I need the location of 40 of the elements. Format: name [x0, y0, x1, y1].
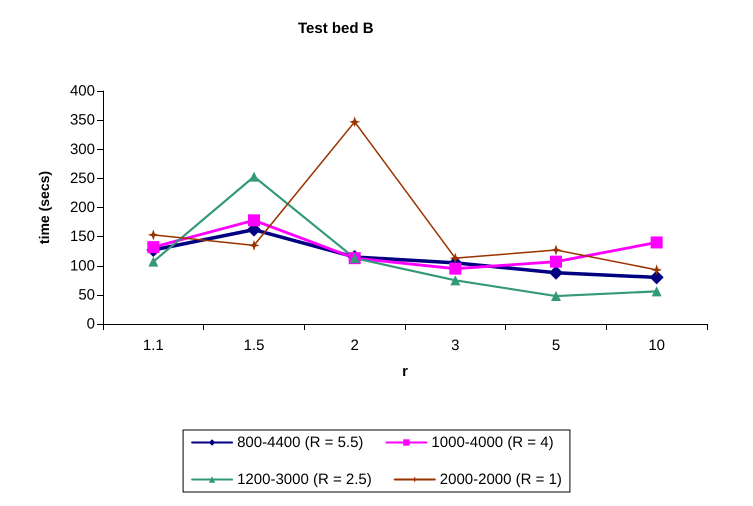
x-axis-title: r [402, 363, 408, 380]
x-tick-label: 5 [552, 337, 560, 354]
point [652, 286, 662, 296]
point [549, 266, 563, 280]
y-tick-label: 100 [70, 257, 95, 274]
point [349, 116, 360, 128]
point [148, 229, 159, 240]
point [550, 244, 562, 256]
x-tick-label: 2 [350, 337, 359, 354]
point [147, 241, 160, 254]
point [450, 275, 460, 286]
point [651, 264, 662, 276]
legend-label: 1200-3000 (R = 2.5) [237, 471, 372, 488]
y-tick-label: 300 [70, 140, 95, 158]
legend-label: 800-4400 (R = 5.5) [237, 434, 364, 451]
legend-label: 1000-4000 (R = 4) [431, 434, 554, 451]
point [449, 262, 462, 275]
y-tick-label: 250 [70, 170, 95, 187]
point [550, 256, 562, 268]
y-tick-label: 400 [70, 82, 95, 100]
x-tick-label: 1.1 [142, 337, 164, 354]
point [650, 270, 664, 284]
chart-title: Test bed B [298, 20, 374, 37]
y-tick-label: 200 [70, 199, 95, 216]
point [650, 236, 663, 248]
x-tick-label: 3 [451, 337, 460, 354]
y-axis-title: time (secs) [36, 170, 52, 244]
y-tick-label: 350 [70, 112, 95, 129]
x-tick-label: 10 [648, 337, 666, 354]
y-tick-label: 50 [78, 286, 95, 304]
point [248, 214, 260, 226]
point [248, 240, 260, 251]
point [249, 172, 259, 182]
point [148, 256, 158, 267]
y-tick-label: 0 [86, 316, 95, 332]
y-tick-label: 150 [70, 228, 95, 246]
point [551, 291, 561, 302]
legend-label: 2000-2000 (R = 1) [440, 471, 562, 488]
x-tick-label: 1.5 [244, 337, 264, 354]
point [450, 252, 461, 264]
